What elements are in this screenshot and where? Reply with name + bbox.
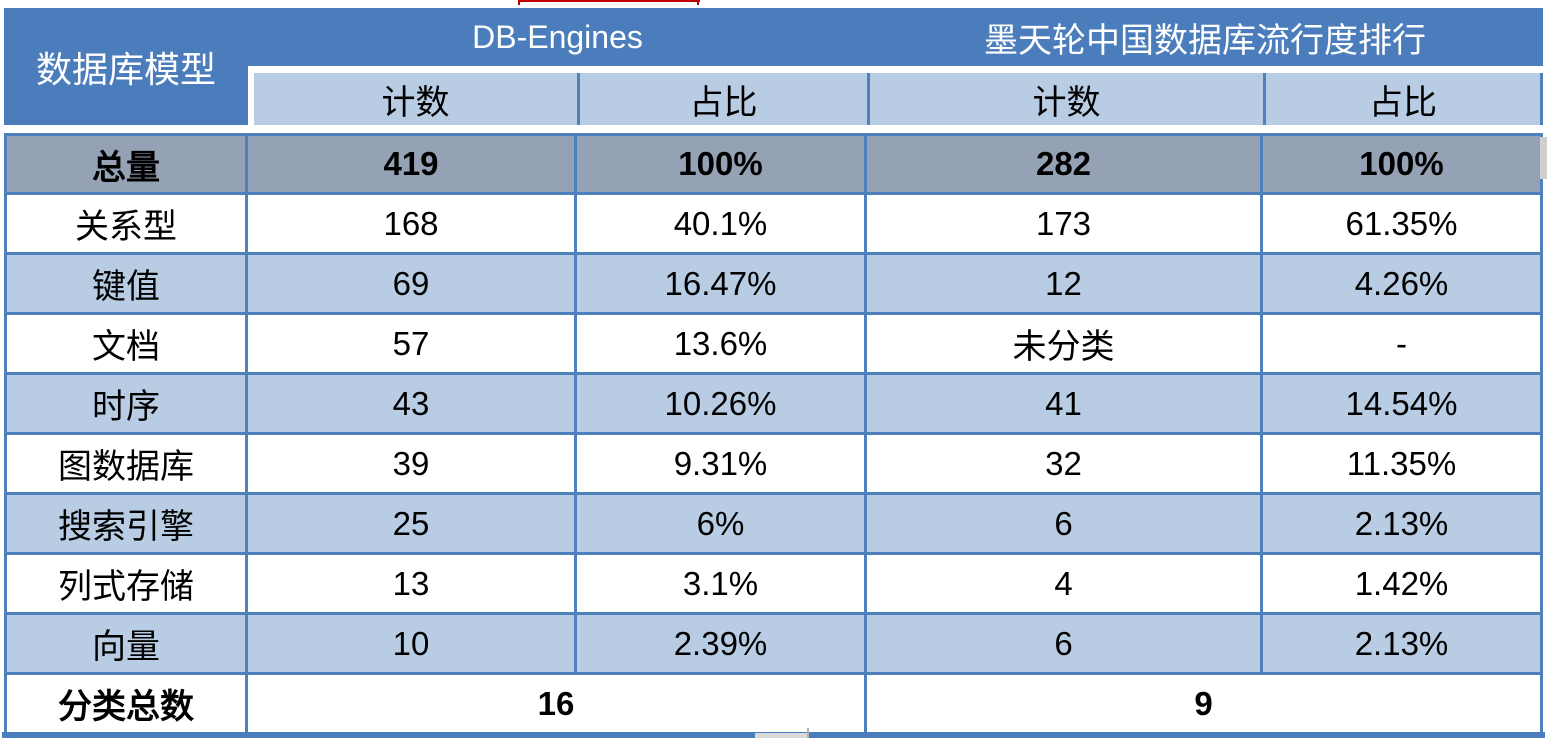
cell-modb-count: 未分类	[867, 315, 1263, 372]
cell-modb-count: 32	[867, 435, 1263, 492]
cell-modb-count: 41	[867, 375, 1263, 432]
table-row-search-engine: 搜索引擎 25 6% 6 2.13%	[7, 495, 1540, 555]
cell-modb-count: 282	[867, 136, 1263, 192]
table-body: 总量 419 100% 282 100% 关系型 168 40.1% 173 6…	[4, 133, 1543, 732]
row-label: 键值	[7, 255, 248, 312]
cell-modb-ratio: 2.13%	[1354, 624, 1449, 662]
column-group-db-engines: DB-Engines	[472, 18, 643, 55]
header-band	[248, 8, 1543, 66]
row-label: 向量	[7, 615, 248, 672]
table-row-graph: 图数据库 39 9.31% 32 11.35%	[7, 435, 1540, 495]
cell-db-ratio: 10.26%	[577, 375, 867, 432]
cell-db-count: 39	[248, 435, 577, 492]
cell-db-ratio: 16.47%	[577, 255, 867, 312]
row-label: 搜索引擎	[7, 495, 248, 552]
cell-modb-count: 4	[867, 555, 1263, 612]
cell-db-ratio: 100%	[577, 136, 867, 192]
table-row-vector: 向量 10 2.39% 6 2.13%	[7, 615, 1540, 675]
table-row-document: 文档 57 13.6% 未分类 -	[7, 315, 1540, 375]
cell-db-count: 10	[248, 615, 577, 672]
column-header-model: 数据库模型	[4, 8, 248, 125]
cell-modb-ratio: 2.13%	[1354, 504, 1449, 542]
table-row-timeseries: 时序 43 10.26% 41 14.54%	[7, 375, 1540, 435]
table-row-columnar: 列式存储 13 3.1% 4 1.42%	[7, 555, 1540, 615]
table-row-total: 总量 419 100% 282 100%	[7, 136, 1540, 195]
subheader-row: 计数 占比 计数 占比	[254, 73, 1543, 125]
cell-modb-count: 12	[867, 255, 1263, 312]
cropped-red-tick-left	[518, 0, 520, 5]
row-label: 图数据库	[7, 435, 248, 492]
row-label: 关系型	[7, 195, 248, 252]
cell-db-count: 57	[248, 315, 577, 372]
column-header-count-modb: 计数	[870, 73, 1266, 125]
row-label: 分类总数	[7, 675, 248, 732]
column-group-modb: 墨天轮中国数据库流行度排行	[984, 22, 1426, 60]
cell-modb-ratio: 14.54%	[1345, 384, 1458, 422]
cell-modb-ratio: 1.42%	[1354, 564, 1449, 602]
cell-modb-category-total: 9	[1194, 684, 1213, 722]
cell-modb-ratio: 100%	[1359, 145, 1444, 182]
column-header-ratio-db: 占比	[580, 73, 870, 125]
cell-db-ratio: 13.6%	[577, 315, 867, 372]
cell-modb-ratio: 11.35%	[1346, 444, 1457, 482]
cell-db-count: 419	[248, 136, 577, 192]
cell-db-count: 13	[248, 555, 577, 612]
row-label: 文档	[7, 315, 248, 372]
cropped-gray-fragment-right	[1540, 137, 1547, 179]
cropped-red-tick-right	[697, 0, 699, 5]
cell-db-count: 25	[248, 495, 577, 552]
cell-db-ratio: 9.31%	[577, 435, 867, 492]
cell-db-ratio: 40.1%	[577, 195, 867, 252]
table-row-relational: 关系型 168 40.1% 173 61.35%	[7, 195, 1540, 255]
cell-modb-ratio: 61.35%	[1345, 204, 1458, 242]
table-row-keyvalue: 键值 69 16.47% 12 4.26%	[7, 255, 1540, 315]
table-row-category-total: 分类总数 16 9	[7, 675, 1540, 732]
cell-modb-ratio: -	[1396, 324, 1407, 362]
column-header-count-db: 计数	[254, 73, 580, 125]
cropped-gray-tick-bottom	[807, 728, 809, 738]
row-label: 时序	[7, 375, 248, 432]
cell-db-ratio: 3.1%	[577, 555, 867, 612]
row-label: 总量	[7, 136, 248, 192]
column-header-ratio-modb: 占比	[1266, 73, 1543, 125]
cell-modb-count: 6	[867, 495, 1263, 552]
cropped-red-line-fragment	[518, 0, 700, 2]
cell-db-count: 43	[248, 375, 577, 432]
cell-db-count: 69	[248, 255, 577, 312]
cell-modb-count: 6	[867, 615, 1263, 672]
cell-db-count: 168	[248, 195, 577, 252]
cell-modb-ratio: 4.26%	[1354, 264, 1449, 302]
cell-modb-count: 173	[867, 195, 1263, 252]
cell-db-ratio: 2.39%	[577, 615, 867, 672]
cropped-gray-fragment-bottom	[755, 733, 807, 738]
row-label: 列式存储	[7, 555, 248, 612]
cell-db-ratio: 6%	[577, 495, 867, 552]
cell-db-category-total: 16	[248, 675, 867, 732]
